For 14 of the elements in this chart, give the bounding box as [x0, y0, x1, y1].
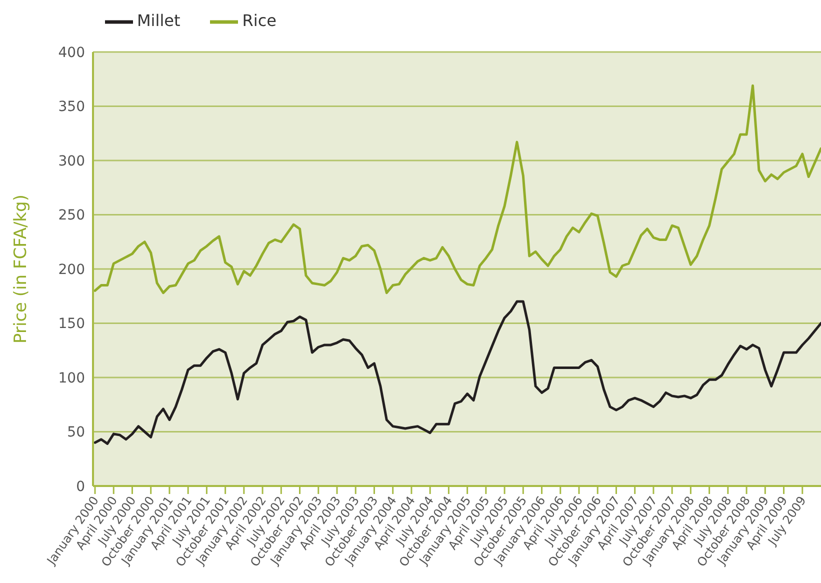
y-tick-label: 300 — [58, 153, 85, 170]
y-tick-label: 250 — [58, 208, 85, 224]
line-series — [94, 84, 821, 294]
y-tick-label: 400 — [58, 44, 85, 61]
line-series — [94, 300, 821, 445]
y-tick-label: 100 — [58, 370, 85, 386]
y-tick-label: 0 — [76, 478, 85, 495]
legend-label: Rice — [242, 11, 276, 30]
y-tick-label: 150 — [58, 316, 85, 332]
legend-label: Millet — [137, 11, 180, 30]
y-axis-title: Price (in FCFA/kg) — [11, 194, 32, 344]
y-tick-label: 350 — [58, 99, 85, 116]
y-tick-label: 200 — [58, 262, 85, 278]
y-tick-label: 50 — [67, 424, 85, 441]
